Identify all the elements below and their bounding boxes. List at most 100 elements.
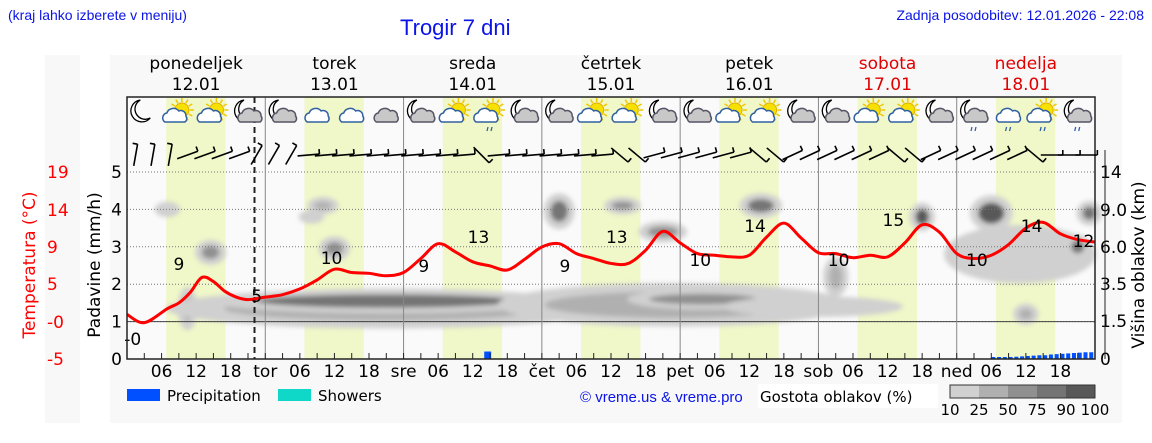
colorbar-segment [1066,385,1095,398]
cloud-grey-icon [373,107,399,123]
wind-barb-staff [383,153,406,157]
x-tick-label: 18 [1050,362,1072,382]
temperature-line [126,220,1096,325]
wind-barb-staff [799,149,821,161]
cloud [963,107,989,123]
cloud [410,107,436,123]
precipitation-bar [1083,352,1088,359]
x-tick-label: 18 [773,362,795,382]
wind-barb-flag [195,146,199,152]
cloud-height-axis-label: Višina oblakov (km) [1129,181,1149,348]
colorbar-frame [949,384,1096,399]
rain-drop [1074,126,1077,132]
wind-barb-staff [539,153,562,157]
wind-barb-flag [783,157,788,163]
sun-ray [188,113,193,117]
cloud-density-label: Gostota oblakov (%) [760,388,913,406]
moon [130,99,151,123]
sun-ray [879,113,885,117]
sun-ray [451,99,456,104]
sun-ray [637,113,643,117]
rain-drop [970,126,973,132]
day-name: nedelja [995,54,1057,74]
moon-cloud-grey-icon [787,99,816,123]
wind-barb-staff [834,149,855,161]
wind-barb-flag [212,146,216,152]
colorbar-tick: 50 [998,401,1017,419]
sun-ray [914,103,919,107]
cloud-height-tick: 0 [1100,350,1111,370]
temperature-label: 5 [251,287,262,307]
x-tick-label: 06 [289,362,311,382]
wind-barb-flag [291,142,298,147]
precipitation-legend-swatch [127,389,160,401]
wind-barb-staff [267,145,281,165]
cloud [338,107,365,123]
sun-ray [876,99,880,104]
x-tick-label: 06 [151,362,173,382]
rain-drop [974,126,977,132]
wind-barb-staff [522,153,545,157]
wind-barb-staff [712,151,735,159]
sun-ray [482,103,487,107]
cloud-height-tick: 6.0 [1100,238,1127,258]
temperature-label: 10 [321,249,343,269]
cloud-blob-core [829,264,843,289]
x-tick-label: 12 [462,362,484,382]
cloud-blob [154,201,180,218]
day-date: 13.01 [310,75,359,95]
temperature-axis-label: Temperatura (°C) [20,191,40,339]
x-day-label: ned [941,362,973,382]
x-tick-label: 06 [980,362,1002,382]
precip-tick: 3 [111,238,122,258]
wind-barb-flag [167,142,173,145]
cloud-blob-core [1071,240,1085,254]
cloud [928,107,955,123]
wind-barb-flag [904,157,909,163]
colorbar-tick: 100 [1081,401,1110,419]
wind-barb-flag [662,147,666,153]
temperature-tick: 5 [47,275,58,295]
temperature-label: 12 [1073,232,1095,252]
cloud [548,107,574,123]
temperature-label: 9 [418,257,429,277]
x-tick-label: 18 [635,362,657,382]
sun-ray [1039,99,1043,104]
sun-ray [776,103,781,107]
wind-barb-staff [643,151,666,159]
wind-barb-flag [680,147,683,153]
sun-ray [637,103,643,107]
precipitation-bar [997,357,1002,359]
temperature-tick: -0 [47,313,64,333]
wind-barb-staff [556,153,579,157]
precipitation-bar [1089,352,1094,359]
wind-barb-flag [731,147,735,153]
cloud [438,107,465,123]
sun-ray [585,103,591,107]
wind-barb-staff [695,151,717,159]
moon-cloud-grey-icon [648,99,678,123]
wind-barb-staff [211,150,233,160]
cloud-height-tick: 3.5 [1100,275,1127,295]
page-title: Trogir 7 dni [400,15,511,40]
moon-cloud-grey-icon [510,99,540,123]
wind-barb-staff [473,146,490,164]
wind-barb-flag [274,142,280,147]
wind-barb-flag [972,145,977,151]
temperature-tick: -5 [47,350,64,370]
precipitation-bar [1054,354,1059,359]
cloud-blob [722,296,904,318]
temperature-label: 9 [559,257,570,277]
sun-ray [486,99,490,104]
day-name: sobota [859,54,917,74]
sun-ray [741,113,746,117]
sun-ray [590,99,594,104]
sun-ray [914,113,919,117]
moon-icon [130,99,151,123]
temperature-label: 9 [173,255,184,275]
x-tick-label: 18 [496,362,518,382]
wind-barb-flag [229,146,234,152]
wind-barb-staff [228,150,250,160]
day-date: 17.01 [863,75,912,95]
sun-ray [185,99,189,104]
